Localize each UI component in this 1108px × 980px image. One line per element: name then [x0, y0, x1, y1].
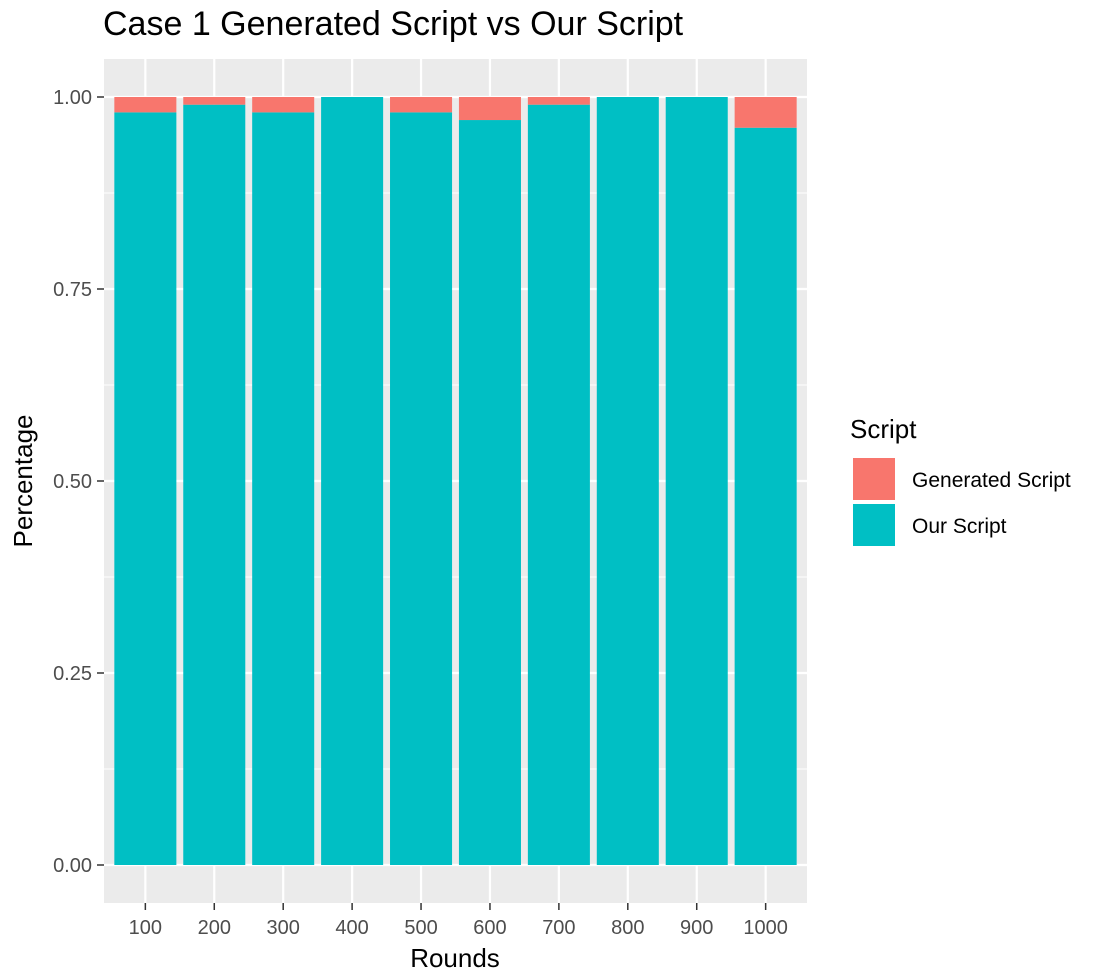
- bar-generated-script-500: [390, 97, 453, 113]
- bar-our-script-100: [114, 112, 177, 866]
- legend: Script Generated Script Our Script: [850, 414, 1071, 547]
- y-tick-label: 0.75: [53, 279, 92, 301]
- x-tick-label: 1000: [743, 917, 788, 939]
- x-tick-label: 600: [473, 917, 506, 939]
- bar-our-script-600: [458, 120, 521, 866]
- bar-generated-script-1000: [734, 97, 797, 128]
- bar-generated-script-300: [252, 97, 315, 113]
- x-tick-label: 500: [404, 917, 437, 939]
- y-axis: 0.00 0.25 0.50 0.75 1.00: [53, 87, 104, 877]
- bar-our-script-300: [252, 112, 315, 866]
- legend-label: Our Script: [912, 515, 1007, 538]
- x-tick-label: 100: [129, 917, 162, 939]
- y-tick-label: 0.25: [53, 663, 92, 685]
- x-axis: 100 200 300 400 500 600 700 800 900 1000: [129, 903, 788, 939]
- bar-our-script-400: [321, 97, 384, 865]
- bar-our-script-1000: [734, 127, 797, 866]
- bars-group: [114, 97, 797, 866]
- bar-generated-script-200: [183, 97, 246, 105]
- x-tick-label: 300: [267, 917, 300, 939]
- bar-generated-script-100: [114, 97, 177, 113]
- bar-our-script-700: [527, 104, 590, 866]
- x-axis-title: Rounds: [410, 943, 500, 973]
- bar-our-script-500: [390, 112, 453, 866]
- x-tick-label: 200: [198, 917, 231, 939]
- bar-generated-script-700: [527, 97, 590, 105]
- bar-our-script-200: [183, 104, 246, 866]
- bar-our-script-800: [596, 97, 659, 865]
- x-tick-label: 700: [542, 917, 575, 939]
- y-tick-label: 1.00: [53, 87, 92, 109]
- x-tick-label: 400: [335, 917, 368, 939]
- x-tick-label: 800: [611, 917, 644, 939]
- legend-swatch-our-script: [853, 504, 895, 546]
- y-tick-label: 0.00: [53, 855, 92, 877]
- y-tick-label: 0.50: [53, 471, 92, 493]
- y-axis-title: Percentage: [8, 415, 38, 548]
- legend-title: Script: [850, 414, 917, 444]
- bar-generated-script-600: [458, 97, 521, 121]
- x-tick-label: 900: [680, 917, 713, 939]
- legend-swatch-generated-script: [853, 458, 895, 500]
- legend-entries: Generated Script Our Script: [852, 457, 1071, 547]
- bar-our-script-900: [665, 97, 728, 865]
- legend-label: Generated Script: [912, 469, 1071, 492]
- chart-title: Case 1 Generated Script vs Our Script: [103, 5, 684, 43]
